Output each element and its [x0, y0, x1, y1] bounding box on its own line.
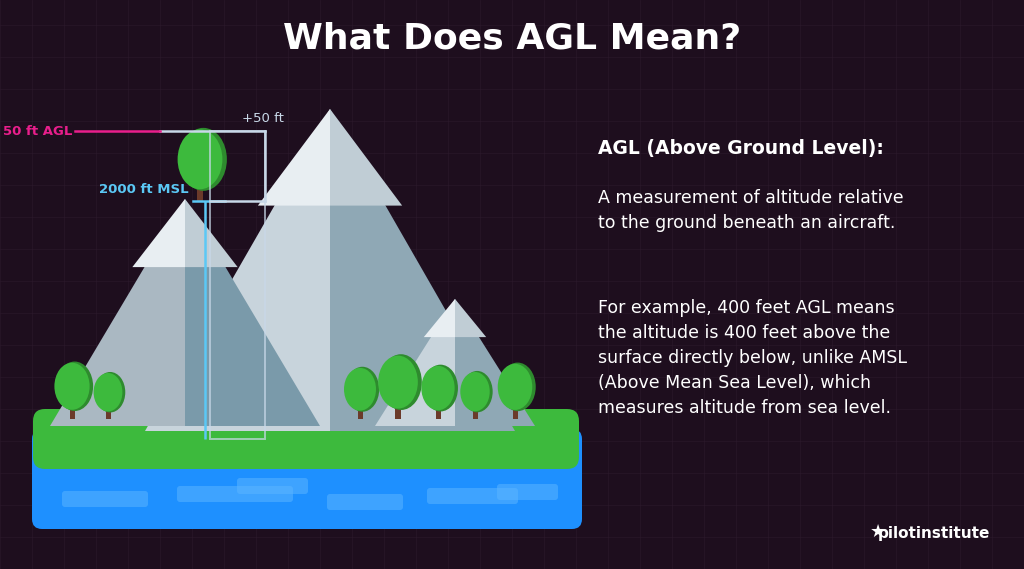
Ellipse shape — [460, 372, 489, 411]
Ellipse shape — [378, 356, 418, 409]
Bar — [512, 404, 517, 419]
Bar — [395, 402, 400, 419]
Ellipse shape — [177, 129, 222, 189]
FancyBboxPatch shape — [32, 429, 582, 529]
Polygon shape — [330, 109, 402, 205]
Polygon shape — [455, 299, 486, 337]
Ellipse shape — [93, 373, 123, 411]
Bar — [197, 182, 203, 201]
Polygon shape — [145, 109, 330, 431]
Text: 50 ft AGL: 50 ft AGL — [3, 125, 72, 138]
Text: AGL (Above Ground Level):: AGL (Above Ground Level): — [598, 139, 884, 158]
Bar — [105, 406, 111, 419]
Bar — [357, 405, 362, 419]
Bar — [472, 406, 477, 419]
FancyBboxPatch shape — [62, 491, 148, 507]
Bar — [70, 403, 75, 419]
Text: A measurement of altitude relative
to the ground beneath an aircraft.: A measurement of altitude relative to th… — [598, 189, 903, 232]
Polygon shape — [258, 109, 330, 205]
Ellipse shape — [344, 368, 376, 411]
FancyBboxPatch shape — [497, 484, 558, 500]
Text: ★: ★ — [870, 523, 886, 541]
Ellipse shape — [421, 366, 455, 410]
Polygon shape — [375, 299, 455, 426]
FancyBboxPatch shape — [33, 409, 307, 469]
Bar — [210, 131, 265, 439]
Ellipse shape — [56, 361, 93, 411]
Ellipse shape — [462, 371, 493, 413]
Ellipse shape — [498, 364, 532, 410]
Bar — [435, 405, 440, 419]
Ellipse shape — [180, 128, 227, 191]
Ellipse shape — [54, 363, 90, 410]
FancyBboxPatch shape — [283, 409, 579, 469]
Polygon shape — [330, 109, 515, 431]
Polygon shape — [185, 199, 319, 426]
FancyBboxPatch shape — [327, 494, 403, 510]
Ellipse shape — [423, 365, 458, 411]
FancyBboxPatch shape — [237, 478, 308, 494]
Polygon shape — [455, 299, 535, 426]
Polygon shape — [424, 299, 455, 337]
Polygon shape — [185, 199, 238, 267]
Ellipse shape — [380, 354, 422, 410]
FancyBboxPatch shape — [427, 488, 518, 504]
Ellipse shape — [500, 362, 536, 411]
Ellipse shape — [95, 372, 125, 413]
Text: pilotinstitute: pilotinstitute — [878, 526, 990, 541]
Text: +50 ft: +50 ft — [242, 112, 284, 125]
Text: What Does AGL Mean?: What Does AGL Mean? — [283, 21, 741, 55]
Ellipse shape — [345, 367, 379, 412]
Text: 2050 ft MSL: 2050 ft MSL — [317, 253, 392, 266]
Polygon shape — [50, 199, 185, 426]
Polygon shape — [132, 199, 185, 267]
Text: 2000 ft MSL: 2000 ft MSL — [99, 183, 189, 196]
Text: For example, 400 feet AGL means
the altitude is 400 feet above the
surface direc: For example, 400 feet AGL means the alti… — [598, 299, 907, 417]
FancyBboxPatch shape — [177, 486, 293, 502]
